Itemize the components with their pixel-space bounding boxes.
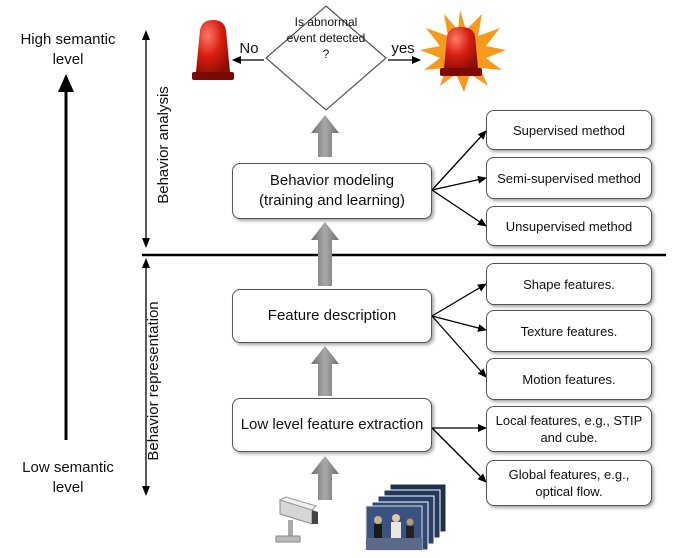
- feature-box-motion: Motion features.: [486, 358, 652, 400]
- method-label: Semi-supervised method: [497, 170, 641, 186]
- global-features-box: Global features, e.g., optical flow.: [486, 460, 652, 506]
- gray-flow-arrows: [311, 115, 339, 500]
- feature-label: Motion features.: [522, 371, 616, 387]
- alarm-on-icon: [420, 10, 506, 92]
- global-features-line1: Global features, e.g.,: [508, 467, 630, 482]
- feature-box-shape: Shape features.: [486, 263, 652, 305]
- no-label: No: [239, 40, 259, 57]
- method-label: Unsupervised method: [505, 218, 633, 234]
- decision-diamond: [265, 5, 387, 111]
- semantic-level-axis: [58, 74, 74, 440]
- yes-label: yes: [391, 40, 415, 57]
- method-label: Supervised method: [512, 122, 625, 138]
- method-box-semi-supervised: Semi-supervised method: [486, 157, 652, 199]
- representation-span-arrow: [142, 258, 150, 496]
- feature-label: Texture features.: [520, 323, 618, 339]
- feature-extraction-text: Low level feature extraction: [240, 416, 424, 433]
- behavior-modeling-line2: (training and learning): [259, 192, 405, 209]
- behavior-analysis-label: Behavior analysis: [155, 86, 172, 204]
- local-features-line1: Local features, e.g., STIP: [495, 413, 643, 428]
- local-features-line2: and cube.: [540, 430, 598, 445]
- camera-icon: [275, 496, 318, 543]
- global-features-line2: optical flow.: [535, 484, 603, 499]
- video-frames-icon: [365, 483, 447, 551]
- high-semantic-label: High semantic level: [20, 31, 116, 68]
- feature-label: Shape features.: [523, 276, 615, 292]
- method-arrows: [431, 130, 487, 227]
- feature-description-box: Feature description: [232, 289, 432, 343]
- local-features-box: Local features, e.g., STIP and cube.: [486, 406, 652, 452]
- method-box-supervised: Supervised method: [486, 110, 652, 150]
- feature-arrows: [431, 283, 487, 378]
- behavior-representation-label: Behavior representation: [145, 301, 162, 461]
- alarm-off-icon: [192, 20, 234, 80]
- decision-question: Is abnormal event detected ?: [286, 15, 366, 61]
- feature-extraction-box: Low level feature extraction: [232, 398, 432, 452]
- feature-description-text: Feature description: [267, 307, 397, 324]
- method-box-unsupervised: Unsupervised method: [486, 206, 652, 246]
- low-semantic-label: Low semantic level: [22, 459, 114, 496]
- feature-box-texture: Texture features.: [486, 310, 652, 352]
- behavior-modeling-box: Behavior modeling (training and learning…: [232, 163, 432, 219]
- lowlevel-arrows: [431, 424, 487, 483]
- analysis-span-arrow: [142, 30, 150, 248]
- behavior-modeling-line1: Behavior modeling: [269, 172, 395, 189]
